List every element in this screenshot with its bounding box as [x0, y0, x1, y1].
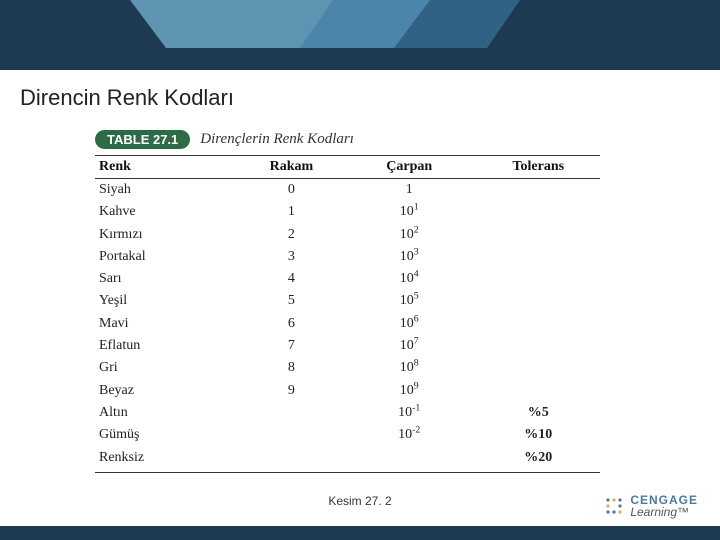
cell-carpan: 102	[342, 224, 477, 246]
resistor-color-table: Renk Rakam Çarpan Tolerans Siyah01Kahve1…	[95, 155, 600, 473]
table-caption-row: TABLE 27.1 Dirençlerin Renk Kodları	[95, 130, 600, 149]
cell-renk: Siyah	[95, 179, 241, 202]
cell-carpan: 103	[342, 246, 477, 268]
cell-carpan: 10-1	[342, 402, 477, 424]
table-row: Siyah01	[95, 179, 600, 202]
color-code-table-container: TABLE 27.1 Dirençlerin Renk Kodları Renk…	[95, 130, 600, 473]
cell-rakam: 3	[241, 246, 342, 268]
cell-renk: Altın	[95, 402, 241, 424]
cell-tolerans: %10	[477, 424, 600, 446]
cell-carpan: 108	[342, 357, 477, 379]
cell-rakam: 1	[241, 201, 342, 223]
cell-tolerans	[477, 179, 600, 202]
table-row: Gri8108	[95, 357, 600, 379]
cell-tolerans	[477, 380, 600, 402]
cell-renk: Yeşil	[95, 290, 241, 312]
slide-title: Direncin Renk Kodları	[20, 85, 234, 111]
cell-carpan: 10-2	[342, 424, 477, 446]
table-row: Gümüş 10-2%10	[95, 424, 600, 446]
brand-text: CENGAGE Learning™	[630, 494, 698, 518]
cell-rakam: 4	[241, 268, 342, 290]
cell-tolerans	[477, 201, 600, 223]
cell-rakam: 6	[241, 313, 342, 335]
cell-rakam: 7	[241, 335, 342, 357]
cell-renk: Renksiz	[95, 447, 241, 473]
col-header-tolerans: Tolerans	[477, 156, 600, 179]
cell-tolerans	[477, 357, 600, 379]
table-header-row: Renk Rakam Çarpan Tolerans	[95, 156, 600, 179]
table-row: Renksiz %20	[95, 447, 600, 473]
table-row: Beyaz9109	[95, 380, 600, 402]
table-row: Kırmızı2102	[95, 224, 600, 246]
cell-renk: Mavi	[95, 313, 241, 335]
cell-tolerans	[477, 335, 600, 357]
brand-logo: CENGAGE Learning™	[604, 494, 698, 518]
brand-dots-icon	[604, 496, 624, 516]
cell-tolerans	[477, 290, 600, 312]
table-row: Sarı4104	[95, 268, 600, 290]
cell-tolerans	[477, 313, 600, 335]
col-header-rakam: Rakam	[241, 156, 342, 179]
cell-carpan: 105	[342, 290, 477, 312]
footer-bar	[0, 526, 720, 540]
cell-renk: Eflatun	[95, 335, 241, 357]
cell-carpan: 104	[342, 268, 477, 290]
cell-rakam	[241, 424, 342, 446]
cell-rakam	[241, 447, 342, 473]
cell-tolerans	[477, 224, 600, 246]
cell-renk: Gri	[95, 357, 241, 379]
cell-carpan: 101	[342, 201, 477, 223]
cell-carpan: 109	[342, 380, 477, 402]
cell-rakam: 5	[241, 290, 342, 312]
cell-rakam: 9	[241, 380, 342, 402]
table-caption-text: Dirençlerin Renk Kodları	[200, 131, 354, 148]
col-header-renk: Renk	[95, 156, 241, 179]
cell-renk: Kırmızı	[95, 224, 241, 246]
brand-name-bottom: Learning™	[630, 506, 698, 518]
cell-rakam	[241, 402, 342, 424]
cell-renk: Portakal	[95, 246, 241, 268]
cell-renk: Sarı	[95, 268, 241, 290]
cell-rakam: 8	[241, 357, 342, 379]
col-header-carpan: Çarpan	[342, 156, 477, 179]
table-row: Altın 10-1%5	[95, 402, 600, 424]
cell-rakam: 0	[241, 179, 342, 202]
cell-renk: Gümüş	[95, 424, 241, 446]
table-row: Portakal3103	[95, 246, 600, 268]
cell-tolerans	[477, 246, 600, 268]
cell-renk: Kahve	[95, 201, 241, 223]
table-row: Eflatun7107	[95, 335, 600, 357]
table-row: Kahve1101	[95, 201, 600, 223]
table-row: Mavi6106	[95, 313, 600, 335]
cell-carpan: 107	[342, 335, 477, 357]
cell-carpan: 1	[342, 179, 477, 202]
cell-tolerans	[477, 268, 600, 290]
cell-carpan	[342, 447, 477, 473]
cell-rakam: 2	[241, 224, 342, 246]
cell-tolerans: %5	[477, 402, 600, 424]
cell-tolerans: %20	[477, 447, 600, 473]
cell-carpan: 106	[342, 313, 477, 335]
slide-header-band	[0, 0, 720, 70]
table-row: Yeşil5105	[95, 290, 600, 312]
cell-renk: Beyaz	[95, 380, 241, 402]
table-badge: TABLE 27.1	[95, 130, 190, 149]
